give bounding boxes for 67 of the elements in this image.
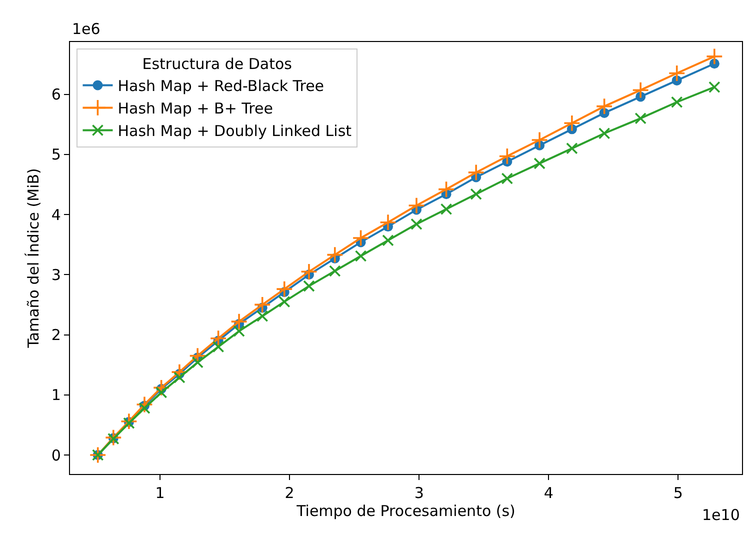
point bbox=[136, 396, 154, 414]
y-tick-label: 4 bbox=[51, 206, 61, 224]
point bbox=[566, 142, 578, 154]
point bbox=[438, 180, 455, 198]
point bbox=[210, 330, 227, 347]
point bbox=[354, 250, 367, 262]
legend-label: Hash Map + Doubly Linked List bbox=[118, 122, 352, 140]
x-tick-label: 4 bbox=[544, 484, 554, 502]
point bbox=[155, 386, 168, 398]
point bbox=[598, 127, 610, 140]
point bbox=[534, 158, 546, 170]
point bbox=[382, 234, 394, 246]
point bbox=[303, 280, 315, 292]
point bbox=[192, 356, 204, 368]
point bbox=[352, 229, 370, 247]
y-tick-label: 2 bbox=[51, 326, 61, 344]
point bbox=[276, 280, 293, 298]
point bbox=[328, 265, 341, 277]
x-tick-label: 3 bbox=[414, 484, 424, 502]
point bbox=[470, 188, 482, 200]
point bbox=[670, 96, 683, 108]
text: 1e10 bbox=[702, 506, 740, 524]
legend-label: Hash Map + Red-Black Tree bbox=[118, 77, 324, 96]
point bbox=[668, 64, 686, 82]
point bbox=[170, 363, 188, 381]
point bbox=[174, 372, 186, 384]
point bbox=[379, 214, 397, 231]
legend-label: Hash Map + B+ Tree bbox=[118, 100, 273, 118]
point bbox=[408, 196, 426, 214]
y-tick-label: 5 bbox=[51, 146, 61, 164]
point bbox=[138, 402, 150, 414]
point bbox=[326, 246, 344, 264]
x-tick-label: 2 bbox=[284, 484, 294, 502]
point bbox=[706, 48, 724, 66]
point bbox=[300, 263, 318, 280]
text: 1e6 bbox=[72, 20, 100, 38]
x-tick-label: 5 bbox=[673, 484, 683, 502]
point bbox=[89, 446, 106, 464]
point bbox=[123, 417, 135, 430]
x-axis-title: Tiempo de Procesamiento (s) bbox=[296, 502, 516, 520]
point bbox=[410, 218, 422, 230]
y-axis-title: Tamaño del Índice (MiB) bbox=[24, 168, 43, 349]
legend-title: Estructura de Datos bbox=[142, 54, 292, 73]
y-tick-label: 6 bbox=[51, 86, 61, 104]
point bbox=[230, 312, 248, 330]
point bbox=[498, 148, 516, 165]
point bbox=[632, 81, 650, 99]
point bbox=[708, 81, 720, 93]
point bbox=[501, 172, 514, 184]
point bbox=[254, 296, 271, 314]
point bbox=[467, 164, 485, 182]
point bbox=[440, 203, 452, 216]
y-tick-label: 0 bbox=[51, 446, 61, 464]
point bbox=[530, 131, 548, 149]
point bbox=[104, 428, 122, 446]
point bbox=[256, 310, 268, 322]
x-tick-label: 1 bbox=[155, 484, 165, 502]
point bbox=[278, 296, 290, 308]
point bbox=[563, 114, 581, 132]
point bbox=[152, 379, 170, 396]
point bbox=[596, 98, 613, 115]
point bbox=[634, 112, 646, 124]
point bbox=[120, 412, 138, 430]
point bbox=[233, 325, 245, 338]
point bbox=[212, 340, 224, 353]
y-tick-label: 1 bbox=[51, 386, 61, 404]
y-tick-label: 3 bbox=[51, 266, 61, 284]
